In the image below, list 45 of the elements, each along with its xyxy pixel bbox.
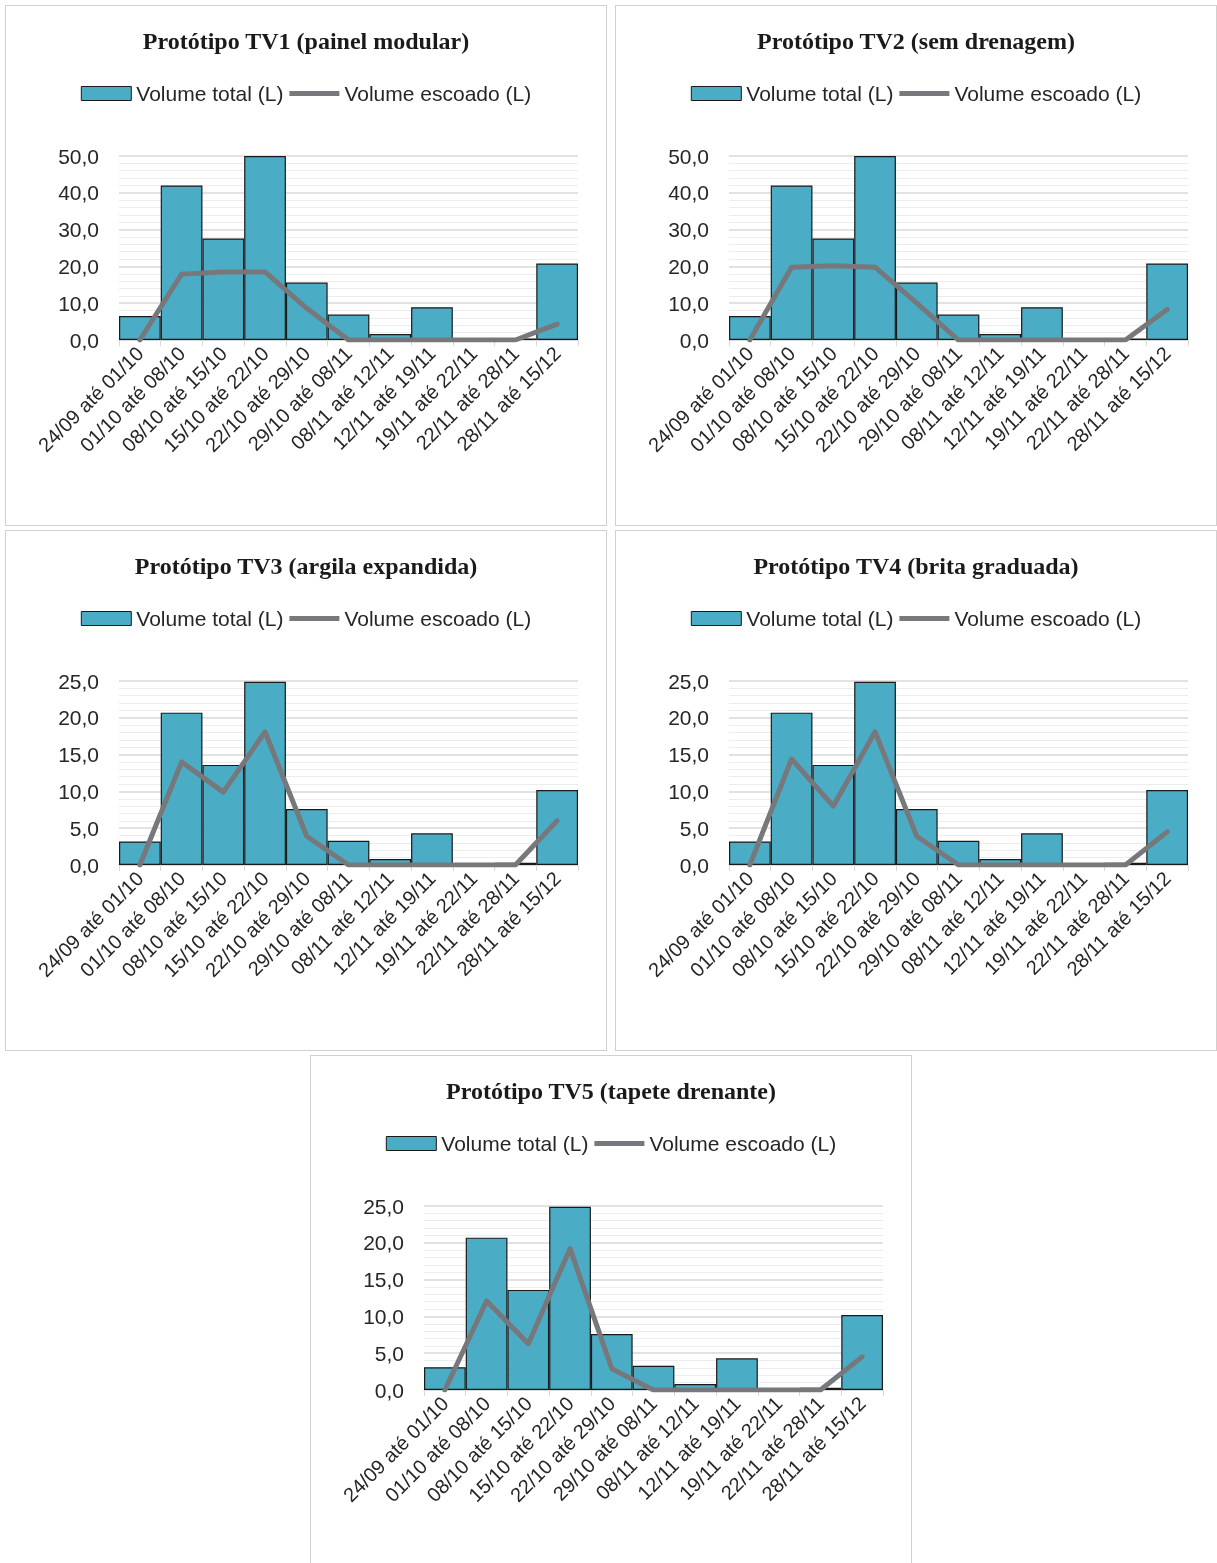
- y-tick-label: 25,0: [668, 669, 709, 693]
- y-tick-label: 30,0: [58, 218, 99, 242]
- chart-title: Protótipo TV3 (argila expandida): [134, 553, 478, 579]
- y-tick-label: 10,0: [58, 291, 99, 315]
- legend-label: Volume escoado (L): [344, 607, 532, 630]
- y-tick-label: 10,0: [668, 291, 709, 315]
- y-tick-label: 10,0: [668, 779, 709, 803]
- y-tick-label: 20,0: [58, 706, 99, 730]
- chart-title: Protótipo TV4 (brita graduada): [753, 553, 1079, 579]
- legend-label: Volume total (L): [136, 82, 284, 105]
- y-tick-label: 0,0: [69, 328, 99, 352]
- y-tick-label: 0,0: [69, 853, 99, 877]
- y-tick-label: 20,0: [668, 706, 709, 730]
- legend-label: Volume escoado (L): [954, 607, 1142, 630]
- y-tick-label: 0,0: [679, 328, 709, 352]
- chart-title: Protótipo TV2 (sem drenagem): [757, 28, 1075, 54]
- y-tick-label: 10,0: [58, 779, 99, 803]
- y-tick-label: 5,0: [374, 1341, 404, 1365]
- legend-label: Volume escoado (L): [954, 82, 1142, 105]
- y-tick-label: 30,0: [668, 218, 709, 242]
- y-tick-label: 20,0: [668, 254, 709, 278]
- y-tick-label: 10,0: [363, 1304, 404, 1328]
- y-tick-label: 15,0: [363, 1268, 404, 1292]
- y-tick-label: 40,0: [668, 181, 709, 205]
- legend-label: Volume total (L): [746, 82, 894, 105]
- y-tick-label: 40,0: [58, 181, 99, 205]
- legend-label: Volume total (L): [746, 607, 894, 630]
- legend-label: Volume total (L): [441, 1132, 589, 1155]
- legend-label: Volume total (L): [136, 607, 284, 630]
- y-tick-label: 5,0: [69, 816, 99, 840]
- y-tick-label: 50,0: [668, 144, 709, 168]
- y-tick-label: 25,0: [363, 1194, 404, 1218]
- y-tick-label: 15,0: [58, 743, 99, 767]
- y-tick-label: 0,0: [374, 1378, 404, 1402]
- legend-label: Volume escoado (L): [649, 1132, 837, 1155]
- chart-title: Protótipo TV1 (painel modular): [142, 28, 470, 54]
- chart-title: Protótipo TV5 (tapete drenante): [446, 1078, 776, 1104]
- y-tick-label: 20,0: [363, 1231, 404, 1255]
- y-tick-label: 0,0: [679, 853, 709, 877]
- y-tick-label: 20,0: [58, 254, 99, 278]
- y-tick-label: 25,0: [58, 669, 99, 693]
- y-tick-label: 5,0: [679, 816, 709, 840]
- y-tick-label: 15,0: [668, 743, 709, 767]
- y-tick-label: 50,0: [58, 144, 99, 168]
- legend-label: Volume escoado (L): [344, 82, 532, 105]
